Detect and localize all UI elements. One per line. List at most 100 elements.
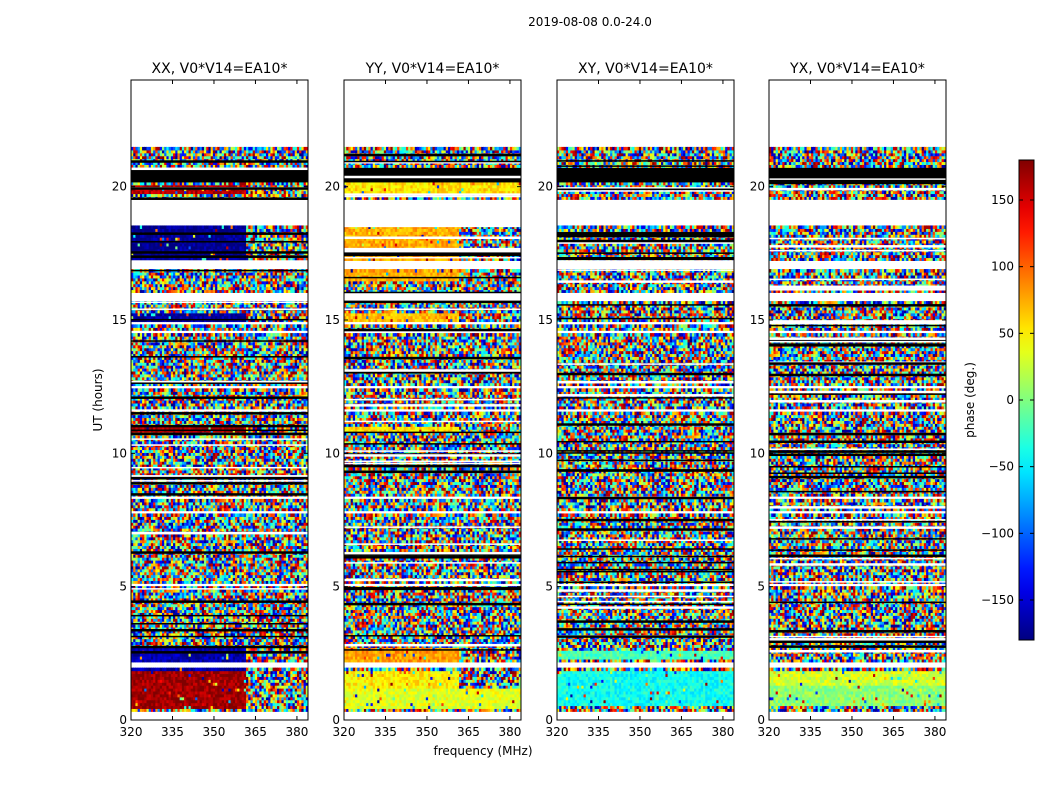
data-cell xyxy=(219,626,223,631)
data-cell xyxy=(208,629,212,634)
data-cell xyxy=(279,632,283,637)
data-cell xyxy=(241,699,245,704)
data-cell xyxy=(257,653,260,657)
data-cell xyxy=(259,629,263,634)
data-cell xyxy=(133,693,137,698)
data-cell xyxy=(131,635,134,640)
data-cell xyxy=(268,635,271,640)
data-cell xyxy=(274,670,278,675)
data-cell xyxy=(265,621,269,625)
data-cell xyxy=(204,670,207,675)
data-cell xyxy=(217,667,221,672)
data-cell xyxy=(285,685,289,689)
data-cell xyxy=(215,624,218,628)
data-cell xyxy=(283,624,287,628)
data-cell xyxy=(173,696,176,701)
data-cell xyxy=(179,688,183,692)
data-cell xyxy=(159,708,163,712)
data-cell xyxy=(299,653,302,657)
data-cell xyxy=(179,624,183,628)
data-cell xyxy=(137,658,141,663)
data-cell xyxy=(296,626,300,631)
data-cell xyxy=(188,699,192,704)
data-cell xyxy=(232,693,236,698)
data-cell xyxy=(254,685,258,689)
data-cell xyxy=(150,705,154,709)
data-cell xyxy=(241,676,245,680)
data-cell xyxy=(277,705,280,709)
data-cell xyxy=(161,693,165,698)
data-cell xyxy=(230,705,234,709)
data-cell xyxy=(234,618,238,622)
data-cell xyxy=(170,699,174,704)
data-cell xyxy=(204,693,207,698)
data-cell xyxy=(234,705,238,709)
data-cell xyxy=(181,635,185,640)
data-cell xyxy=(268,621,271,625)
data-cell xyxy=(228,682,232,686)
data-cell xyxy=(186,638,190,643)
data-cell xyxy=(234,621,238,625)
data-cell xyxy=(237,621,241,625)
data-cell xyxy=(139,670,143,675)
data-cell xyxy=(261,626,265,631)
data-cell xyxy=(157,635,161,640)
data-cell xyxy=(223,658,227,663)
data-cell xyxy=(144,647,148,651)
data-cell xyxy=(241,618,245,622)
data-cell xyxy=(239,667,243,672)
data-cell xyxy=(234,667,238,672)
data-cell xyxy=(170,635,174,640)
data-cell xyxy=(259,708,263,712)
data-cell xyxy=(237,699,241,704)
data-cell xyxy=(184,629,187,634)
data-cell xyxy=(201,688,205,692)
data-cell xyxy=(252,702,256,707)
data-cell xyxy=(305,641,308,645)
data-cell xyxy=(283,702,287,707)
data-cell xyxy=(195,629,198,634)
data-cell xyxy=(296,685,300,689)
data-cell xyxy=(239,676,243,680)
data-cell xyxy=(265,693,269,698)
data-cell xyxy=(135,705,139,709)
data-cell xyxy=(283,667,287,672)
data-cell xyxy=(303,682,307,686)
data-cell xyxy=(290,656,294,660)
data-cell xyxy=(177,626,181,631)
data-cell xyxy=(288,641,291,645)
data-cell xyxy=(184,702,187,707)
data-cell xyxy=(135,667,139,672)
data-cell xyxy=(155,682,159,686)
data-cell xyxy=(188,658,192,663)
data-cell xyxy=(219,673,223,677)
data-cell xyxy=(274,708,278,712)
data-cell xyxy=(131,708,134,712)
data-cell xyxy=(234,699,238,704)
data-cell xyxy=(146,656,150,660)
data-cell xyxy=(223,685,227,689)
data-cell xyxy=(195,667,198,672)
data-cell xyxy=(161,632,165,637)
data-cell xyxy=(173,632,176,637)
data-cell xyxy=(288,647,291,651)
data-cell xyxy=(257,685,260,689)
data-cell xyxy=(279,673,283,677)
data-cell xyxy=(301,708,305,712)
data-cell xyxy=(283,705,287,709)
data-cell xyxy=(294,653,298,657)
data-cell xyxy=(161,629,165,634)
data-cell xyxy=(301,682,305,686)
data-cell xyxy=(226,641,229,645)
data-cell xyxy=(157,658,161,663)
data-cell xyxy=(305,632,308,637)
data-cell xyxy=(265,626,269,631)
data-cell xyxy=(263,624,267,628)
data-cell xyxy=(239,696,243,701)
data-cell xyxy=(150,638,154,643)
data-cell xyxy=(217,705,221,709)
data-cell xyxy=(239,632,243,637)
data-cell xyxy=(292,688,296,692)
data-cell xyxy=(254,641,258,645)
